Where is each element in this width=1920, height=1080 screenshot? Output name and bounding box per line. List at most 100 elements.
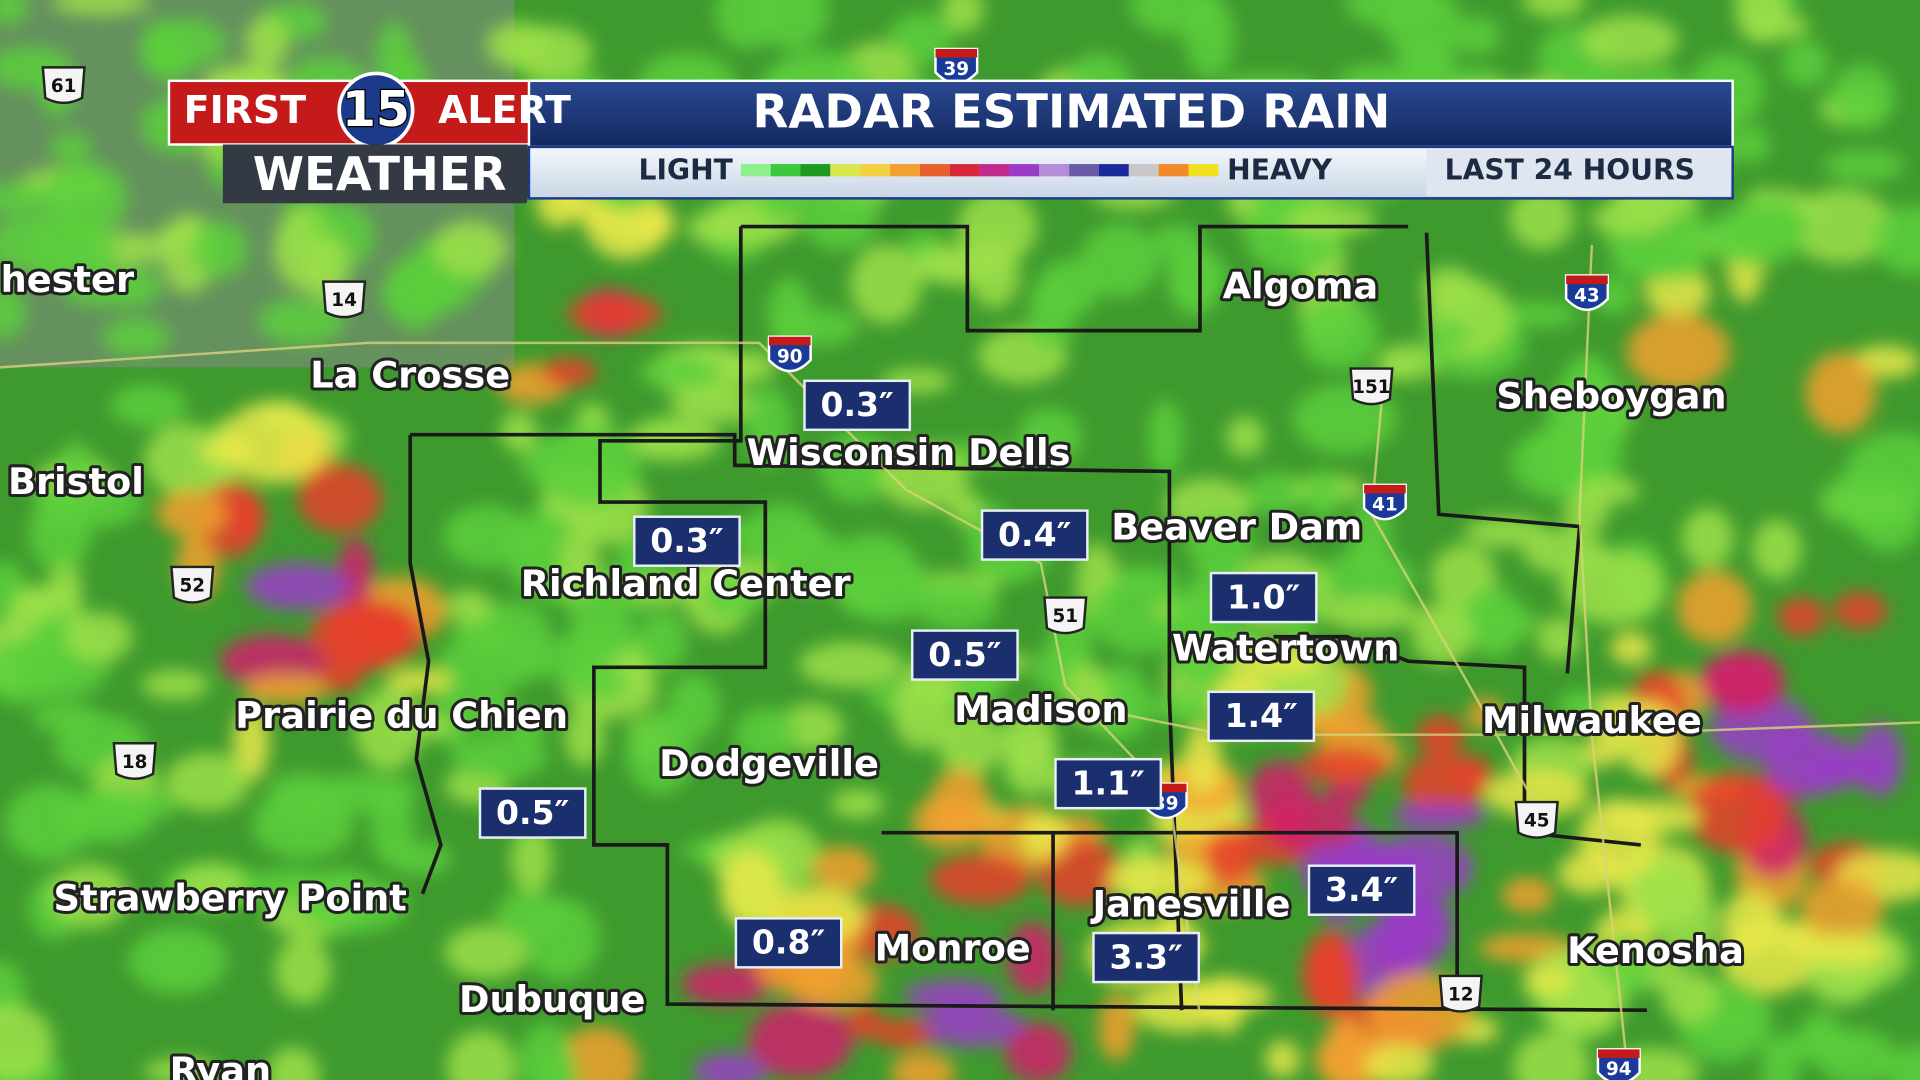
radar-cell	[681, 963, 771, 1006]
radar-cell	[139, 20, 188, 79]
interstate-band	[1364, 484, 1406, 494]
logo-alert: ALERT	[438, 88, 571, 132]
radar-cell	[128, 927, 228, 995]
us-route-shield	[1043, 596, 1088, 635]
radar-cell	[569, 582, 631, 657]
radar-cell	[10, 585, 65, 622]
radar-cell	[1090, 575, 1188, 654]
legend-swatch	[1069, 164, 1099, 177]
rain-total: 0.5″	[928, 635, 1001, 674]
rain-total-box	[980, 509, 1089, 561]
legend-swatch	[979, 164, 1010, 177]
rain-total: 0.5″	[496, 793, 569, 832]
radar-cell	[0, 0, 29, 26]
radar-cell	[464, 689, 515, 730]
rain-total: 0.3″	[820, 385, 893, 424]
radar-cell	[693, 1052, 767, 1080]
rain-total: 1.0″	[1227, 577, 1300, 616]
us-route-number: 51	[1053, 606, 1079, 627]
city-label: Algoma	[1223, 264, 1379, 307]
radar-cell	[0, 1003, 54, 1080]
radar-cell	[916, 252, 972, 280]
radar-cell	[1886, 1043, 1920, 1080]
radar-cell	[1536, 616, 1581, 661]
radar-cell	[383, 255, 449, 330]
us-route-number: 45	[1524, 811, 1550, 832]
radar-cell	[0, 286, 27, 340]
radar-cell	[243, 673, 329, 705]
radar-cell	[49, 863, 130, 928]
radar-cell	[51, 0, 150, 16]
radar-cell	[133, 791, 178, 819]
radar-cell	[200, 436, 258, 464]
city-label: Strawberry Point	[54, 877, 407, 920]
radar-cell	[1454, 755, 1493, 792]
city-label: Richland Center	[521, 562, 851, 605]
radar-cell	[1297, 747, 1390, 784]
rain-total-box	[1207, 690, 1316, 743]
period-box	[1426, 149, 1731, 196]
rain-total: 0.3″	[650, 521, 723, 560]
radar-cell	[772, 525, 844, 592]
legend-swatch	[890, 164, 920, 177]
radar-cell	[1521, 0, 1586, 18]
radar-cell	[878, 444, 969, 510]
radar-cell	[245, 562, 351, 610]
radar-cell	[1168, 253, 1222, 317]
radar-cell	[49, 132, 93, 162]
radar-cell	[1522, 968, 1573, 994]
rain-total: 1.1″	[1072, 763, 1145, 802]
city-label: Bristol	[8, 460, 144, 503]
legend-swatch	[1188, 164, 1219, 177]
radar-cell	[257, 298, 346, 345]
radar-cell	[667, 673, 720, 741]
radar-cell	[1028, 274, 1075, 351]
city-label: Kenosha	[1567, 929, 1744, 972]
radar-cell	[539, 424, 642, 509]
radar-cell	[558, 1026, 639, 1080]
radar-cell	[1184, 0, 1235, 79]
radar-cell	[1570, 405, 1619, 433]
city-label: Monroe	[875, 927, 1031, 970]
radar-cell	[58, 441, 93, 489]
radar-cell	[1619, 700, 1681, 778]
radar-cell	[1265, 1040, 1301, 1078]
city-label: Watertown	[1172, 627, 1399, 670]
city-label: Ryan	[170, 1049, 271, 1080]
radar-cell	[500, 411, 538, 453]
interstate-number: 90	[777, 347, 803, 368]
radar-cell	[405, 713, 453, 740]
radar-cell	[391, 841, 452, 877]
us-route-number: 18	[122, 752, 148, 773]
interstate-band	[768, 336, 811, 346]
radar-cell	[38, 478, 145, 529]
us-route-shield	[1349, 367, 1394, 406]
rain-total-box	[633, 515, 741, 567]
radar-cell	[1502, 877, 1554, 914]
interstate-number: 39	[944, 59, 970, 80]
rain-total-box	[1307, 864, 1416, 916]
legend-swatch	[919, 164, 950, 177]
rain-total-box	[478, 787, 587, 839]
radar-cell	[444, 925, 529, 979]
radar-cell	[143, 1058, 220, 1080]
legend-swatch	[1039, 164, 1070, 177]
interstate-band	[1566, 275, 1608, 285]
radar-cell	[1701, 649, 1785, 714]
rain-total: 3.4″	[1325, 870, 1398, 909]
radar-cell	[1319, 595, 1420, 631]
rain-total-box	[803, 379, 912, 432]
us-route-number: 12	[1448, 985, 1474, 1006]
radar-cell	[1760, 1044, 1800, 1080]
radar-cell	[156, 489, 227, 537]
legend-scale	[740, 164, 1219, 177]
radar-cell	[1752, 519, 1802, 580]
radar-cell	[1425, 278, 1513, 358]
radar-cell	[221, 401, 328, 484]
radar-cell	[1483, 769, 1590, 818]
radar-cell	[1228, 645, 1323, 675]
radar-cell	[1186, 513, 1253, 575]
radar-cell	[639, 610, 687, 673]
radar-cell	[1003, 732, 1059, 796]
radar-cell	[1677, 570, 1753, 645]
